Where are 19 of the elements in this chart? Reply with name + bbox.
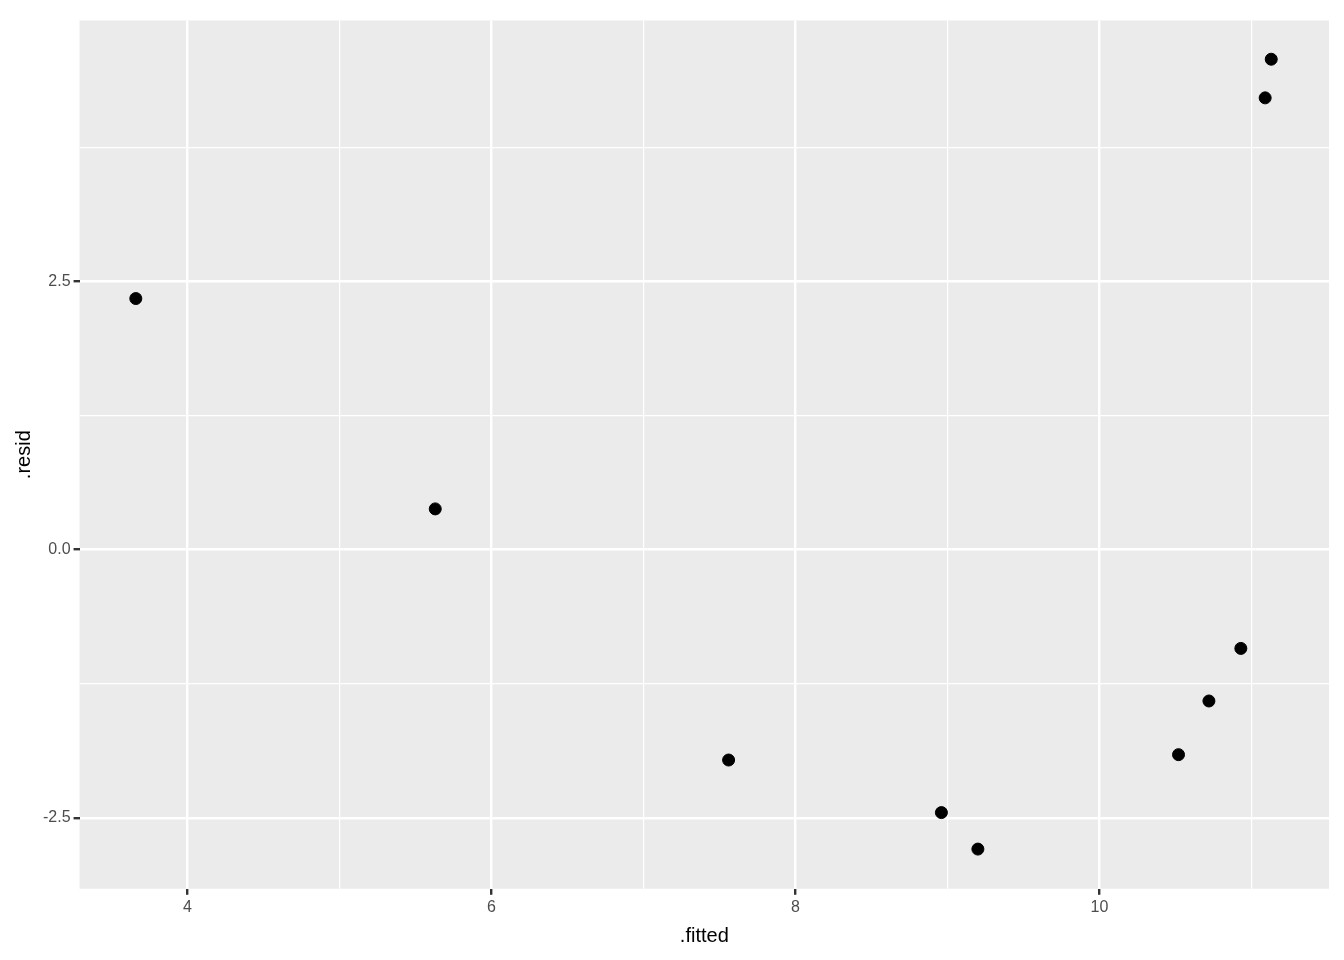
point <box>129 292 143 306</box>
y-tick-label: -2.5 <box>42 808 71 826</box>
point <box>971 842 985 856</box>
y-axis-title: .resid <box>11 430 34 480</box>
x-axis-title: .fitted <box>679 923 729 946</box>
point <box>722 753 736 767</box>
point <box>1258 91 1272 105</box>
x-tick-label: 6 <box>487 897 497 915</box>
point <box>428 502 442 516</box>
point <box>934 806 948 820</box>
point <box>1234 641 1248 655</box>
point <box>1264 52 1278 66</box>
point <box>1202 694 1216 708</box>
point <box>1172 748 1186 762</box>
x-tick-label: 8 <box>791 897 801 915</box>
x-tick-label: 10 <box>1090 897 1109 915</box>
y-tick-label: 0.0 <box>48 540 71 558</box>
x-tick-label: 4 <box>183 897 193 915</box>
y-tick-label: 2.5 <box>48 271 71 289</box>
